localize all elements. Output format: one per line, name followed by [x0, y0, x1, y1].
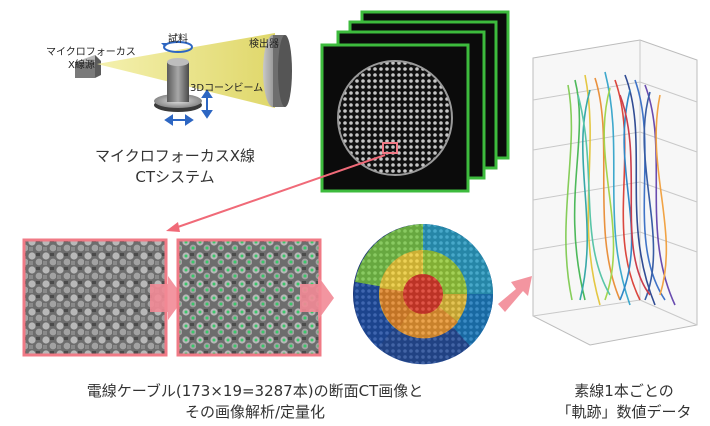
analysis-caption: 電線ケーブル(173×19=3287本)の断面CT画像と その画像解析/定量化 [20, 381, 490, 423]
ct-system-caption-line2: CTシステム [135, 168, 215, 186]
detector [263, 35, 292, 107]
source-label-2: X線源 [68, 60, 95, 71]
wire-trajectories [565, 71, 676, 306]
analysis-caption-line1: 電線ケーブル(173×19=3287本)の断面CT画像と [86, 382, 424, 400]
trajectory-caption-line1: 素線1本ごとの [574, 382, 674, 400]
process-arrow-1 [150, 276, 184, 320]
beam-label: 3Dコーンビーム [190, 83, 264, 94]
trajectory-3d-box [532, 39, 698, 346]
ct-system-caption-line1: マイクロフォーカスX線 [95, 147, 255, 165]
zoom-arrow [166, 154, 386, 232]
source-label-1: マイクロフォーカス [46, 47, 136, 58]
segmented-cross-section [353, 224, 494, 365]
process-arrow-2 [300, 276, 334, 320]
vertical-move-arrow-icon [201, 89, 213, 119]
horizontal-move-arrow-icon [164, 114, 194, 126]
analysis-caption-line2: その画像解析/定量化 [184, 403, 326, 421]
trajectory-caption: 素線1本ごとの 「軌跡」数値データ [540, 381, 708, 423]
trajectory-caption-line2: 「軌跡」数値データ [556, 403, 692, 421]
ct-slice-stack [320, 10, 510, 193]
detector-label: 検出器 [249, 39, 279, 50]
rotation-arrow-icon [161, 41, 193, 53]
ct-system-caption: マイクロフォーカスX線 CTシステム [60, 146, 290, 188]
sample-stage [154, 58, 202, 112]
process-arrow-3 [498, 276, 532, 312]
zoomed-detected-panel [176, 238, 322, 357]
sample-label: 試料 [168, 34, 188, 45]
xray-source [75, 55, 101, 78]
zoomed-gray-panel [22, 238, 168, 357]
